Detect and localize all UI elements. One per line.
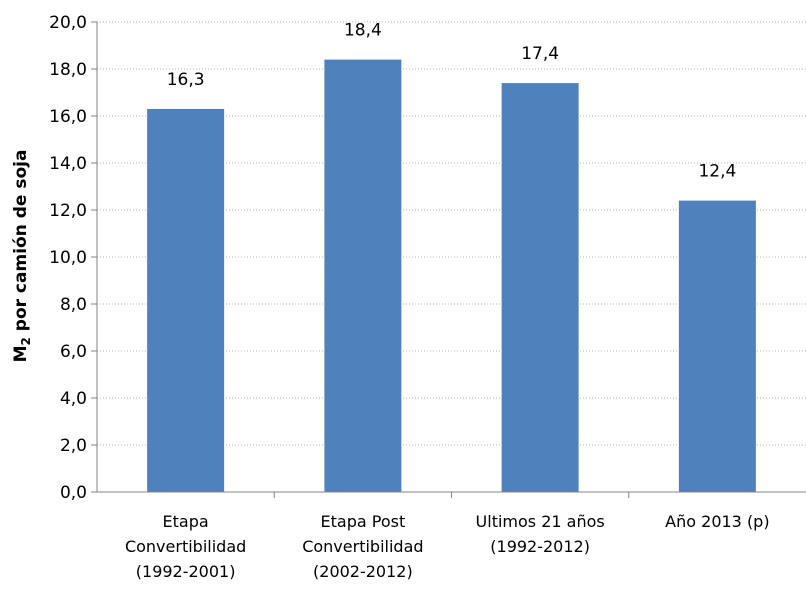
bar (147, 108, 225, 492)
y-axis-label-rest: por camión de soja (11, 150, 31, 338)
x-tick-label: Etapa Post Convertibilidad (2002-2012) (302, 512, 423, 581)
data-labels: 16,3 18,4 17,4 12,4 (167, 21, 737, 182)
y-tick-label: 12,0 (49, 201, 87, 221)
y-tick-label: 8,0 (60, 295, 87, 315)
x-tick-label: Etapa Convertibilidad (1992-2001) (125, 512, 246, 581)
y-axis-label-subscript: 2 (19, 337, 33, 345)
data-label: 16,3 (167, 70, 205, 90)
data-label: 18,4 (344, 21, 382, 41)
data-label: 17,4 (521, 44, 559, 64)
y-tick-label: 0,0 (60, 483, 87, 503)
bar (501, 83, 579, 492)
y-tick-label: 20,0 (49, 13, 87, 33)
y-tick-label: 4,0 (60, 389, 87, 409)
y-tick-label: 6,0 (60, 342, 87, 362)
x-tick-label: Año 2013 (p) (665, 512, 769, 531)
x-tick-labels: Etapa Convertibilidad (1992-2001) Etapa Pos… (125, 492, 770, 581)
y-tick-label: 14,0 (49, 154, 87, 174)
data-label: 12,4 (698, 162, 736, 182)
bars (147, 59, 756, 492)
gridlines (97, 21, 806, 446)
y-tick-label: 16,0 (49, 107, 87, 127)
bar (324, 59, 402, 492)
y-tick-labels: 0,0 2,0 4,0 6,0 8,0 10,0 12,0 14,0 16,0 18,0 20,0 (49, 13, 97, 503)
y-tick-label: 2,0 (60, 436, 87, 456)
x-tick-label: Ultimos 21 años (1992-2012) (476, 512, 605, 556)
y-axis-label: M2 por camión de soja (11, 150, 33, 363)
y-tick-label: 18,0 (49, 60, 87, 80)
y-axis-label-main: M (11, 346, 31, 363)
bar (678, 200, 756, 492)
y-tick-label: 10,0 (49, 248, 87, 268)
